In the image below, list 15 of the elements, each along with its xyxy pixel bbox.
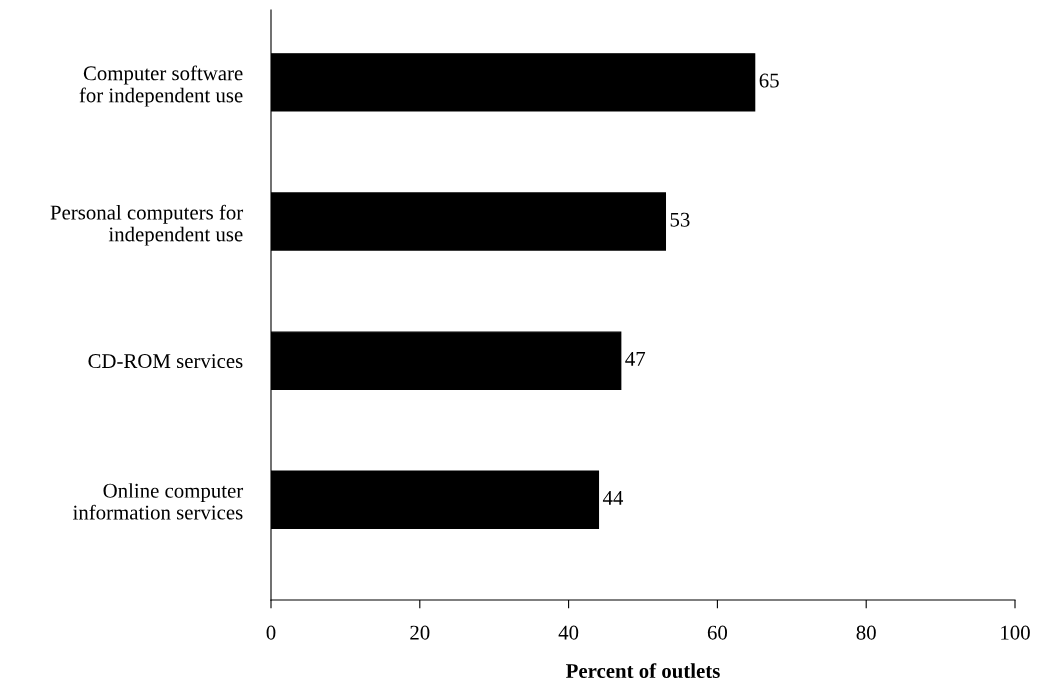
x-axis-title: Percent of outlets <box>566 663 720 679</box>
data-label: 53 <box>670 212 690 227</box>
data-label: 47 <box>625 351 646 366</box>
x-tick-label: 60 <box>707 625 728 640</box>
y-tick-label: Personal computers for independent use <box>50 204 244 246</box>
data-label: 44 <box>602 491 624 505</box>
x-tick-label: 100 <box>1001 625 1030 640</box>
y-tick-label: Computer software for independent use <box>79 65 243 107</box>
data-label: 65 <box>759 73 779 88</box>
x-tick-label: 20 <box>410 625 430 640</box>
x-tick-label: 40 <box>558 625 579 640</box>
x-tick-label: 80 <box>856 625 876 640</box>
x-tick-label: 0 <box>266 625 276 640</box>
y-tick-label: CD-ROM services <box>88 354 243 369</box>
y-tick-label: Online computer information services <box>72 483 244 520</box>
